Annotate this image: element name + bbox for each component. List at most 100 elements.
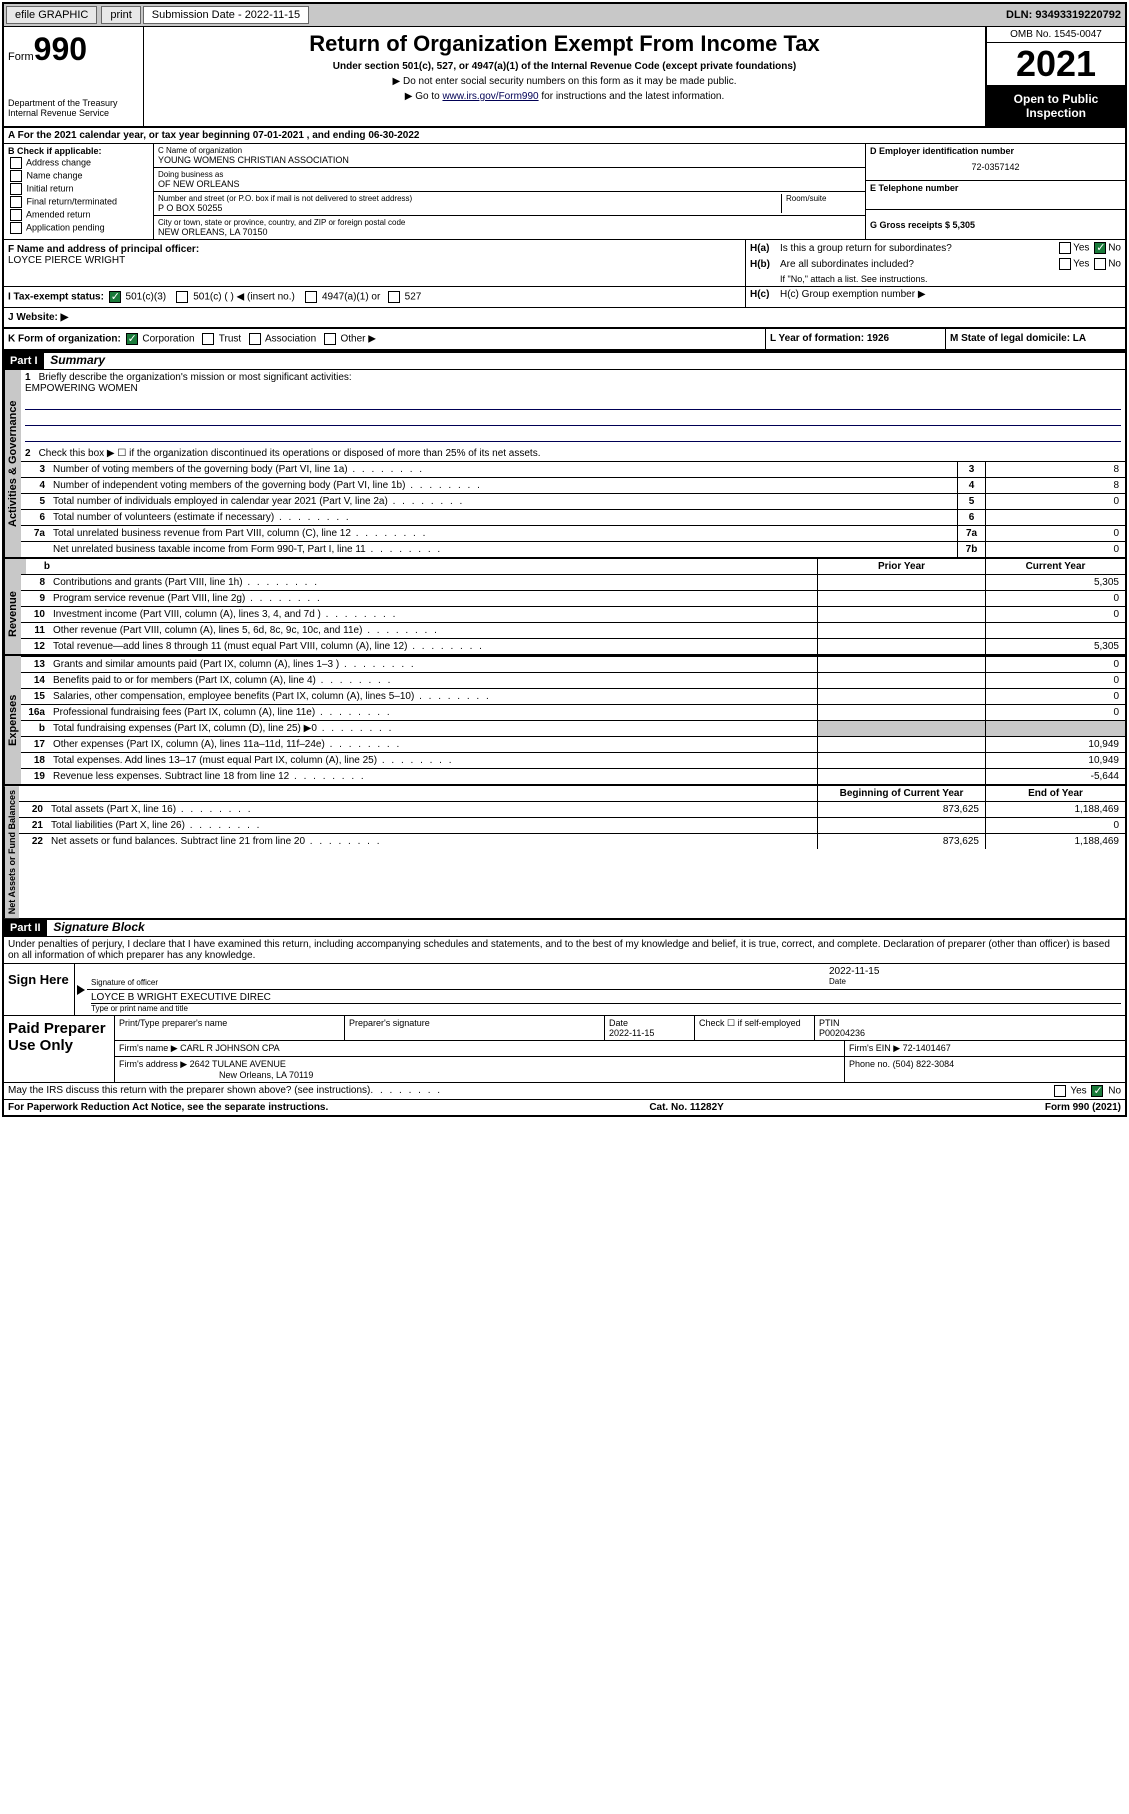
exp-19-text: Revenue less expenses. Subtract line 18 … (49, 769, 817, 784)
cb-trust[interactable] (202, 333, 214, 345)
line- (21, 542, 49, 557)
line-6-box: 6 (957, 510, 985, 525)
sig-name: LOYCE B WRIGHT EXECUTIVE DIREC (91, 992, 1121, 1003)
discuss-no[interactable] (1091, 1085, 1103, 1097)
efile-btn[interactable]: efile GRAPHIC (6, 6, 97, 24)
addr-label: Number and street (or P.O. box if mail i… (158, 194, 781, 203)
check-name[interactable]: Name change (8, 170, 149, 182)
omb-number: OMB No. 1545-0047 (987, 27, 1125, 43)
cb-corp[interactable] (126, 333, 138, 345)
line-5-text: Total number of individuals employed in … (49, 494, 957, 509)
exp-b-curr (985, 721, 1125, 736)
ha-yes[interactable] (1059, 242, 1071, 254)
officer-label: F Name and address of principal officer: (8, 244, 741, 255)
hb-no[interactable] (1094, 258, 1106, 270)
net-22: 22 (19, 834, 47, 849)
cb-501c3[interactable] (109, 291, 121, 303)
exp-15-curr: 0 (985, 689, 1125, 704)
exp-19: 19 (21, 769, 49, 784)
rev-10: 10 (21, 607, 49, 622)
exp-16a: 16a (21, 705, 49, 720)
exp-19-curr: -5,644 (985, 769, 1125, 784)
net-22-text: Net assets or fund balances. Subtract li… (47, 834, 817, 849)
exp-15-prior (817, 689, 985, 704)
check-address[interactable]: Address change (8, 157, 149, 169)
exp-18-curr: 10,949 (985, 753, 1125, 768)
sign-here-label: Sign Here (4, 964, 74, 1015)
hb-yes[interactable] (1059, 258, 1071, 270)
exp-18-text: Total expenses. Add lines 13–17 (must eq… (49, 753, 817, 768)
line--box: 7b (957, 542, 985, 557)
form-subtitle: Under section 501(c), 527, or 4947(a)(1)… (148, 61, 981, 72)
rev-9: 9 (21, 591, 49, 606)
cb-527[interactable] (388, 291, 400, 303)
vert-activities: Activities & Governance (4, 370, 21, 557)
ha-text: Is this a group return for subordinates? (780, 243, 952, 254)
print-btn[interactable]: print (101, 6, 140, 24)
line--text: Net unrelated business taxable income fr… (49, 542, 957, 557)
gross-receipts: G Gross receipts $ 5,305 (866, 210, 1125, 232)
exp-13-curr: 0 (985, 657, 1125, 672)
note-link: ▶ Go to www.irs.gov/Form990 for instruct… (148, 91, 981, 102)
col-end: End of Year (985, 786, 1125, 801)
mission-text: EMPOWERING WOMEN (25, 383, 1121, 394)
col-begin: Beginning of Current Year (817, 786, 985, 801)
vert-net: Net Assets or Fund Balances (4, 786, 19, 918)
exp-b: b (21, 721, 49, 736)
exp-13: 13 (21, 657, 49, 672)
net-21-text: Total liabilities (Part X, line 26) (47, 818, 817, 833)
exp-13-text: Grants and similar amounts paid (Part IX… (49, 657, 817, 672)
rev-9-text: Program service revenue (Part VIII, line… (49, 591, 817, 606)
prep-date-label: Date (609, 1018, 628, 1028)
check-pending[interactable]: Application pending (8, 222, 149, 234)
self-emp-label: Check ☐ if self-employed (695, 1016, 815, 1041)
discuss-yes[interactable] (1054, 1085, 1066, 1097)
prep-date: 2022-11-15 (609, 1028, 654, 1038)
net-20-text: Total assets (Part X, line 16) (47, 802, 817, 817)
line-7a-val: 0 (985, 526, 1125, 541)
exp-17-curr: 10,949 (985, 737, 1125, 752)
rev-8-prior (817, 575, 985, 590)
net-22-begin: 873,625 (817, 834, 985, 849)
state-domicile: M State of legal domicile: LA (945, 329, 1125, 349)
exp-17-text: Other expenses (Part IX, column (A), lin… (49, 737, 817, 752)
box-d: D Employer identification number 72-0357… (865, 144, 1125, 239)
exp-13-prior (817, 657, 985, 672)
addr-value: P O BOX 50255 (158, 203, 781, 213)
col-current: Current Year (985, 559, 1125, 574)
tax-status-label: I Tax-exempt status: (8, 292, 104, 303)
cb-assoc[interactable] (249, 333, 261, 345)
cb-4947[interactable] (305, 291, 317, 303)
firm-phone: (504) 822-3084 (893, 1059, 955, 1069)
prep-sig-label: Preparer's signature (345, 1016, 605, 1041)
rev-8: 8 (21, 575, 49, 590)
dept-label: Department of the Treasury (8, 98, 139, 108)
hb-note: If "No," attach a list. See instructions… (746, 272, 1125, 286)
firm-addr1: 2642 TULANE AVENUE (190, 1059, 286, 1069)
exp-b-text: Total fundraising expenses (Part IX, col… (49, 721, 817, 736)
check-amended[interactable]: Amended return (8, 209, 149, 221)
cb-501c[interactable] (176, 291, 188, 303)
check-initial[interactable]: Initial return (8, 183, 149, 195)
firm-name: CARL R JOHNSON CPA (180, 1043, 280, 1053)
year-formation: L Year of formation: 1926 (765, 329, 945, 349)
rev-12: 12 (21, 639, 49, 654)
firm-label: Firm's name ▶ (119, 1043, 178, 1053)
ptin-value: P00204236 (819, 1028, 865, 1038)
rev-11-prior (817, 623, 985, 638)
firm-phone-label: Phone no. (849, 1059, 890, 1069)
ha-no[interactable] (1094, 242, 1106, 254)
net-21-end: 0 (985, 818, 1125, 833)
irs-link[interactable]: www.irs.gov/Form990 (442, 91, 538, 102)
cb-other[interactable] (324, 333, 336, 345)
net-20: 20 (19, 802, 47, 817)
line-5-box: 5 (957, 494, 985, 509)
rev-11-curr (985, 623, 1125, 638)
sig-date-label: Date (829, 977, 1121, 986)
form-prefix: Form (8, 51, 34, 63)
website-row: J Website: ▶ (4, 308, 1125, 329)
net-21-begin (817, 818, 985, 833)
line-4: 4 (21, 478, 49, 493)
check-final[interactable]: Final return/terminated (8, 196, 149, 208)
line-7a: 7a (21, 526, 49, 541)
